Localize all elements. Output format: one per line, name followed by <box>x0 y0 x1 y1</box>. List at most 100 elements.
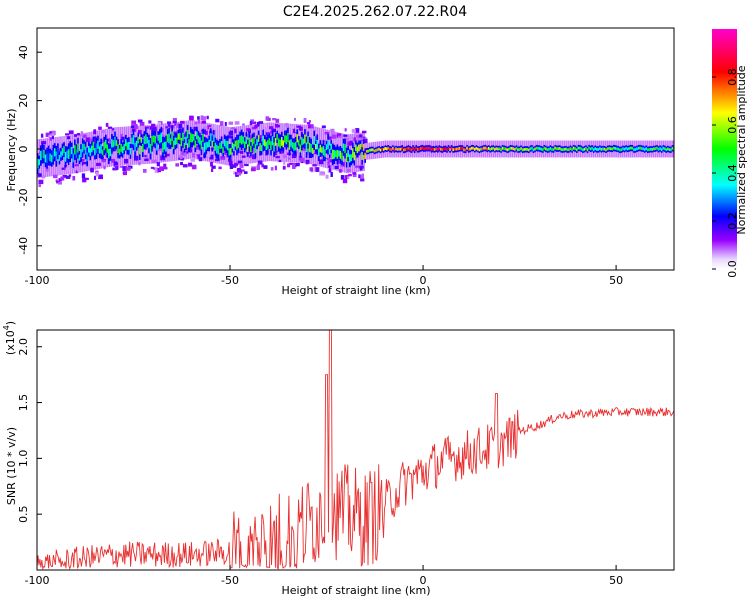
heat-cell <box>464 148 467 152</box>
heat-cell <box>497 147 499 151</box>
heat-cell <box>309 167 313 172</box>
heat-cell <box>178 123 182 129</box>
heat-cell <box>181 150 186 156</box>
heat-cell <box>325 144 328 151</box>
heat-cell <box>358 174 361 179</box>
heat-cell <box>75 170 78 174</box>
heat-cell <box>523 147 526 151</box>
heat-cell <box>436 148 439 151</box>
y-tick-label: 2.0 <box>17 338 30 356</box>
heat-cell <box>396 148 399 151</box>
heat-cell <box>82 134 87 138</box>
heat-cell <box>58 178 63 182</box>
heat-cell <box>534 147 536 151</box>
heat-cell <box>68 174 72 177</box>
heat-cell <box>283 154 288 159</box>
heat-cell <box>89 148 92 156</box>
heat-cell <box>605 148 607 152</box>
snr-frame <box>36 329 675 571</box>
heat-cell <box>662 146 665 150</box>
heat-cell <box>141 134 145 139</box>
heat-cell <box>203 123 208 126</box>
heat-cell <box>466 146 468 150</box>
heat-cell <box>237 139 240 148</box>
cb-tick-label: 0.8 <box>726 68 739 86</box>
heat-cell <box>117 144 119 153</box>
heat-cell <box>75 149 78 159</box>
heat-cell <box>61 167 66 170</box>
heat-cell <box>239 150 244 154</box>
cb-tick-label: 0.2 <box>726 212 739 230</box>
heat-cell <box>475 146 478 150</box>
heat-cell <box>592 148 595 152</box>
heat-cell <box>634 148 637 151</box>
heat-cell <box>328 148 331 155</box>
heat-cell <box>524 147 527 151</box>
heat-cell <box>148 120 152 124</box>
heat-cell <box>457 147 459 151</box>
heat-cell <box>239 135 241 144</box>
heat-cell <box>274 138 277 146</box>
heat-cell <box>92 141 95 151</box>
heat-cell <box>367 149 370 153</box>
heat-cell <box>165 126 168 129</box>
heat-cell <box>157 134 160 141</box>
heat-cell <box>629 146 632 150</box>
heat-cell <box>229 160 233 166</box>
heat-cell <box>197 119 201 124</box>
heat-cell <box>529 147 532 151</box>
heat-cell <box>566 148 569 152</box>
heat-cell <box>236 140 238 150</box>
heat-cell <box>161 134 164 139</box>
heat-cell <box>447 146 450 150</box>
heat-cell <box>72 153 75 163</box>
heat-cell <box>347 150 349 158</box>
heat-cell <box>540 147 543 151</box>
x-tick-label: 50 <box>609 574 623 587</box>
heat-cell <box>220 141 223 149</box>
heat-cell <box>365 149 368 153</box>
heat-cell <box>63 146 65 153</box>
heat-cell <box>653 147 655 151</box>
heat-cell <box>125 139 127 147</box>
heat-cell <box>229 163 234 169</box>
colorbar: 0.0 0.2 0.4 0.6 0.8 Normalized spectral ampl… <box>712 29 748 278</box>
heat-cell <box>142 144 144 153</box>
heat-cell <box>201 120 207 124</box>
heat-cell <box>427 146 430 150</box>
heat-cell <box>572 146 575 150</box>
heat-cell <box>174 121 177 126</box>
heat-cell <box>528 148 530 152</box>
heat-cell <box>66 150 68 159</box>
heat-cell <box>478 148 481 152</box>
heat-cell <box>353 137 356 142</box>
heat-cell <box>305 142 308 153</box>
heat-cell <box>472 146 475 150</box>
heat-cell <box>492 146 495 150</box>
heat-cell <box>83 143 85 150</box>
heat-cell <box>229 130 234 136</box>
heat-cell <box>191 164 197 170</box>
heat-cell <box>160 132 163 143</box>
heat-cell <box>242 169 245 172</box>
heat-cell <box>282 165 286 170</box>
heat-cell <box>129 148 132 155</box>
heat-cell <box>328 152 334 156</box>
heat-cell <box>330 172 333 177</box>
heat-cell <box>362 136 366 141</box>
heat-cell <box>625 146 627 150</box>
heat-cell <box>219 142 221 149</box>
heat-cell <box>37 158 39 169</box>
heat-cell <box>250 168 256 172</box>
heat-cell <box>319 144 322 153</box>
heat-cell <box>253 136 255 144</box>
heat-cell <box>163 163 167 168</box>
heat-cell <box>668 148 671 152</box>
heat-cell <box>589 147 592 151</box>
heat-cell <box>131 125 135 129</box>
heat-cell <box>185 136 187 146</box>
heat-cell <box>180 120 185 124</box>
heat-cell <box>115 140 118 146</box>
heat-cell <box>328 157 331 162</box>
heat-cell <box>270 131 274 134</box>
